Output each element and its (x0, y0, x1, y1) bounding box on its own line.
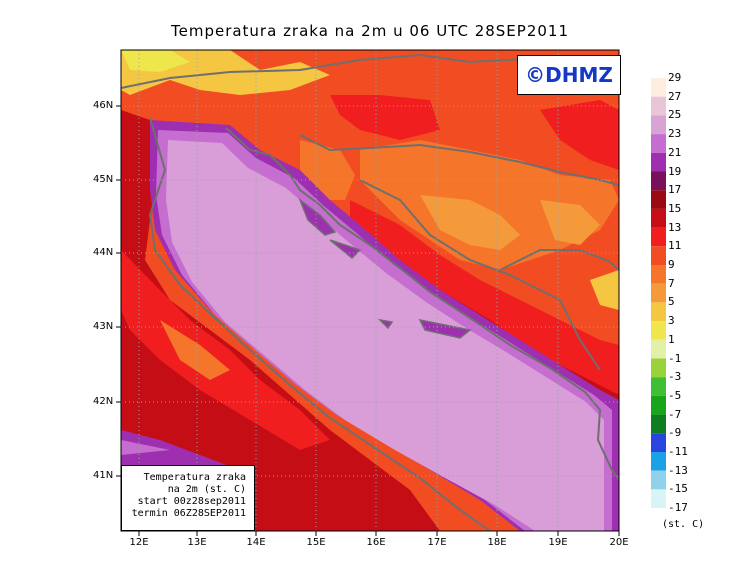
legend-color-bar (651, 78, 666, 509)
legend-swatch (651, 134, 666, 153)
legend-label: -13 (668, 463, 688, 477)
italy-hot (121, 110, 440, 531)
legend-label: 15 (668, 201, 682, 215)
alpine-mild-area (121, 50, 190, 72)
italy-mild (160, 320, 230, 380)
legend-label: 23 (668, 127, 682, 141)
legend-label: 21 (668, 145, 682, 159)
inland-cool-2 (540, 200, 600, 245)
legend-swatch (651, 78, 666, 97)
dhmz-logo: ©DHMZ (517, 55, 621, 95)
lon-label-12e: 12E (129, 537, 149, 548)
lat-label-42n: 42N (93, 396, 114, 407)
legend-swatch (651, 358, 666, 378)
legend-swatch (651, 283, 666, 303)
legend-label: 25 (668, 108, 682, 122)
legend-label: 11 (668, 239, 682, 253)
legend-swatch (651, 208, 666, 228)
lon-label-13e: 13E (187, 537, 207, 548)
balkan-coastline (225, 127, 619, 481)
adriatic-sea (166, 140, 604, 531)
legend-swatch (651, 433, 666, 452)
legend-label: -7 (668, 407, 682, 421)
legend-label: -5 (668, 388, 682, 402)
lon-label-14e: 14E (246, 537, 266, 548)
lat-label-43n: 43N (93, 321, 114, 332)
legend-label: -17 (668, 501, 688, 515)
legend-label: 1 (668, 332, 675, 346)
legend-label: -15 (668, 482, 688, 496)
legend-swatch (651, 115, 666, 135)
legend-label: 13 (668, 220, 682, 234)
legend-label: -1 (668, 351, 682, 365)
inland-hot-east (540, 100, 619, 170)
info-line-1: Temperatura zraka (143, 472, 246, 483)
info-line-2: na 2m (st. C) (167, 484, 246, 495)
info-line-4: termin 06Z28SEP2011 (131, 508, 246, 519)
dalmatia-warm-strip (350, 200, 619, 395)
map-title: Temperatura zraka na 2m u 06 UTC 28SEP20… (170, 22, 570, 40)
legend-label: -11 (668, 445, 688, 458)
info-box: Temperatura zraka na 2m (st. C) start 00… (121, 465, 255, 531)
legend-label: -9 (668, 426, 682, 440)
axis-ticks (116, 105, 620, 536)
ionian-sea-strip (121, 440, 170, 455)
legend-swatch (651, 152, 666, 172)
italy-coastline (148, 117, 491, 531)
legend-swatch (651, 171, 666, 191)
island-2 (329, 239, 362, 260)
legend-swatch (651, 395, 666, 415)
lon-label-20e: 20E (609, 537, 629, 548)
legend-swatch (651, 470, 666, 490)
legend-label: 19 (668, 164, 682, 178)
ionian-sea (121, 430, 240, 470)
legend-swatch (651, 96, 666, 116)
legend-swatch (651, 321, 666, 340)
legend-unit: (st. C) (662, 519, 705, 530)
legend-swatch (651, 377, 666, 396)
legend-swatch (651, 302, 666, 322)
map-frame (120, 49, 620, 532)
lon-label-18e: 18E (487, 537, 507, 548)
island-1 (298, 197, 337, 236)
lat-label-46n: 46N (93, 100, 114, 111)
italy-warm (121, 250, 330, 450)
legend-swatch (651, 414, 666, 434)
legend-swatch (651, 227, 666, 247)
island-4 (377, 318, 394, 330)
inland-cool-3 (590, 270, 619, 310)
legend-swatch (651, 265, 666, 284)
legend-label: -3 (668, 370, 682, 384)
lat-label-45n: 45N (93, 174, 114, 185)
border-line-2 (299, 134, 619, 186)
inland-cool-1 (420, 195, 520, 250)
legend-swatch (651, 489, 666, 509)
info-line-3: start 00z28sep2011 (137, 496, 246, 507)
lat-label-41n: 41N (93, 470, 114, 481)
legend-label: 17 (668, 183, 682, 197)
graticule (121, 50, 619, 531)
lon-label-17e: 17E (427, 537, 447, 548)
legend-label: 27 (668, 89, 682, 103)
lon-label-19e: 19E (548, 537, 568, 548)
lon-label-15e: 15E (306, 537, 326, 548)
legend-swatch (651, 339, 666, 359)
legend-label: 29 (668, 71, 682, 84)
legend-label: 7 (668, 276, 675, 290)
legend-swatch (651, 246, 666, 265)
legend-label: 3 (668, 314, 675, 328)
legend-label: 5 (668, 295, 675, 309)
border-line-4 (499, 249, 619, 271)
lat-label-44n: 44N (93, 247, 114, 258)
legend-swatch (651, 452, 666, 471)
legend-label: 9 (668, 258, 675, 271)
legend-swatch (651, 190, 666, 209)
lon-label-16e: 16E (366, 537, 386, 548)
